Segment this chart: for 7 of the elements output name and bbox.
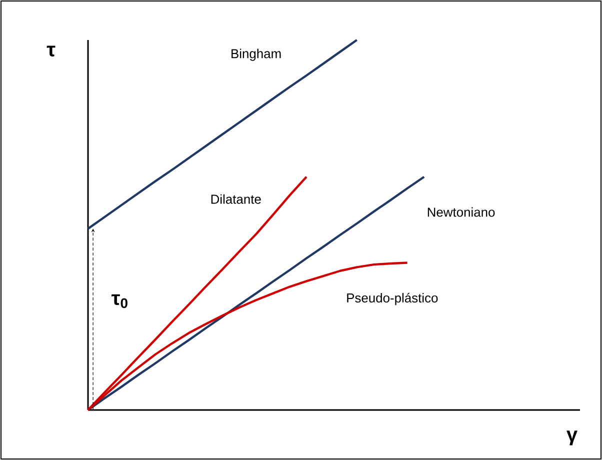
annotation: τ$_{0}$ — [112, 294, 128, 308]
text: Bingham — [232, 48, 281, 61]
y-axis-title: τ — [46, 46, 56, 56]
text: γ — [566, 430, 578, 446]
series-label: Dilatante — [211, 194, 261, 204]
text: Newtoniano — [428, 207, 495, 217]
series-label: Pseudo-plástico — [347, 292, 438, 306]
